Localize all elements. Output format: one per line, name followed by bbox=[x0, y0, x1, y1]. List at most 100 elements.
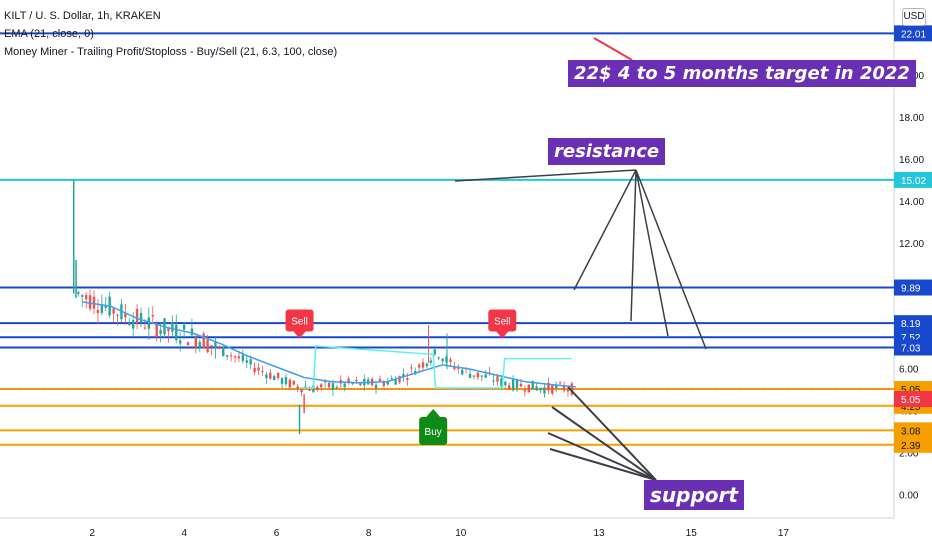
candle-body bbox=[214, 341, 217, 349]
symbol-title: KILT / U. S. Dollar, 1h, KRAKEN bbox=[4, 10, 161, 22]
y-tick-label: 2.00 bbox=[899, 448, 919, 459]
candle-body bbox=[351, 382, 354, 384]
candle-body bbox=[449, 359, 452, 362]
candle-body bbox=[124, 312, 127, 318]
candle-body bbox=[343, 383, 346, 388]
candle-body bbox=[323, 381, 327, 383]
candle-body bbox=[433, 349, 436, 355]
candle-body bbox=[147, 317, 151, 329]
candle-body bbox=[523, 390, 527, 392]
candle-body bbox=[77, 292, 80, 294]
resistance-annotation: resistance bbox=[548, 138, 666, 165]
level-tag bbox=[894, 279, 932, 296]
candle-body bbox=[206, 339, 209, 353]
candle-body bbox=[406, 378, 409, 380]
candle-body bbox=[437, 357, 440, 359]
candle-body bbox=[88, 295, 92, 309]
candle-body bbox=[508, 385, 511, 389]
candle-body bbox=[386, 381, 389, 385]
candle-body bbox=[555, 384, 558, 388]
candle-body bbox=[159, 329, 162, 335]
y-tick-label: 0.00 bbox=[899, 490, 919, 501]
candle-body bbox=[167, 327, 170, 332]
candle-body bbox=[480, 375, 483, 377]
candle-body bbox=[253, 367, 256, 373]
candle-body bbox=[178, 340, 182, 344]
currency-button[interactable]: USD bbox=[902, 8, 926, 26]
buy-signal-pointer bbox=[426, 409, 441, 418]
y-tick-label: 16.00 bbox=[899, 155, 924, 166]
x-tick-label: 13 bbox=[594, 528, 606, 539]
candle-body bbox=[547, 382, 550, 391]
resistance-pointer bbox=[454, 169, 637, 182]
candle-body bbox=[171, 322, 174, 332]
x-tick-label: 8 bbox=[366, 528, 372, 539]
candle-body bbox=[382, 382, 386, 387]
candle-body bbox=[112, 308, 115, 314]
candle-body bbox=[249, 359, 252, 365]
y-tick-label: 12.00 bbox=[899, 239, 924, 250]
sell-signal-pointer bbox=[496, 331, 509, 339]
candle-body bbox=[527, 384, 530, 393]
candle-body bbox=[100, 305, 104, 314]
candle-body bbox=[316, 387, 319, 391]
support-pointer bbox=[547, 432, 657, 481]
candle-body bbox=[241, 354, 245, 361]
candle-body bbox=[190, 328, 194, 336]
level-label: 8.19 bbox=[901, 319, 921, 330]
candle-body bbox=[304, 386, 307, 388]
candle-body bbox=[515, 379, 519, 388]
sell-signal-box bbox=[285, 309, 314, 332]
candle-body bbox=[519, 383, 523, 387]
resistance-pointer bbox=[573, 169, 637, 291]
candle-body bbox=[378, 378, 382, 382]
candle-body bbox=[265, 374, 268, 379]
level-label: 5.05 bbox=[901, 385, 921, 396]
candle-body bbox=[194, 337, 198, 348]
sell-signal-pointer bbox=[293, 331, 306, 339]
level-label: 9.89 bbox=[901, 284, 921, 295]
level-tag bbox=[894, 436, 932, 453]
candle-body bbox=[417, 364, 421, 368]
candle-body bbox=[257, 367, 260, 371]
ema-legend: EMA (21, close, 0) bbox=[4, 28, 94, 40]
candle-body bbox=[155, 324, 158, 338]
sell-signal-box bbox=[488, 309, 517, 332]
target-arrow bbox=[593, 37, 633, 61]
level-tag bbox=[894, 171, 932, 188]
resistance-pointer bbox=[635, 169, 669, 337]
resistance-pointer bbox=[635, 169, 707, 350]
candle-body bbox=[441, 358, 444, 362]
level-tag bbox=[894, 25, 932, 42]
candle-body bbox=[276, 372, 280, 379]
candle-body bbox=[445, 356, 448, 363]
level-label: 7.52 bbox=[901, 333, 921, 344]
candle-body bbox=[261, 371, 264, 373]
candle-body bbox=[535, 386, 538, 391]
sell-signal-label: Sell bbox=[494, 317, 511, 328]
candle-body bbox=[543, 387, 546, 394]
candle-body bbox=[84, 295, 88, 300]
candle-body bbox=[504, 381, 507, 386]
level-tag bbox=[894, 315, 932, 332]
candle-body bbox=[453, 366, 456, 370]
candle-body bbox=[135, 308, 139, 324]
level-label: 22.01 bbox=[901, 29, 926, 40]
candle-body bbox=[182, 324, 186, 330]
candle-body bbox=[398, 376, 401, 383]
candle-body bbox=[476, 372, 480, 378]
buy-signal-label: Buy bbox=[425, 427, 442, 438]
candle-body bbox=[531, 380, 534, 390]
candle-body bbox=[139, 312, 143, 323]
candle-body bbox=[539, 387, 542, 391]
candle-body bbox=[300, 388, 303, 393]
x-tick-label: 17 bbox=[778, 528, 790, 539]
candle-body bbox=[468, 373, 472, 378]
candle-body bbox=[233, 356, 237, 358]
x-tick-label: 2 bbox=[89, 528, 95, 539]
candle-body bbox=[484, 374, 487, 378]
candle-body bbox=[175, 324, 178, 341]
x-tick-label: 6 bbox=[274, 528, 280, 539]
candle-body bbox=[410, 367, 413, 369]
